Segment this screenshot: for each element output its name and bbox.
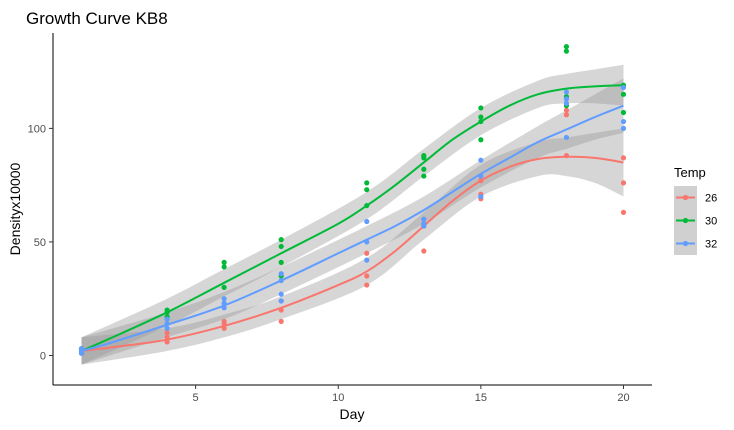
data-point-32 xyxy=(478,173,484,179)
legend-key-point xyxy=(682,217,689,224)
data-point-32 xyxy=(620,84,627,91)
legend: Temp 26 30 32 xyxy=(674,165,717,255)
data-point-26 xyxy=(563,153,570,159)
data-point-26 xyxy=(164,330,170,336)
confidence-band-26 xyxy=(81,128,624,365)
data-point-30 xyxy=(620,91,627,97)
data-point-30 xyxy=(478,118,484,125)
data-point-32 xyxy=(364,257,370,263)
data-point-32 xyxy=(78,346,85,352)
data-point-32 xyxy=(278,298,284,304)
y-axis-ticks: 0 50 100 xyxy=(28,123,53,362)
data-point-26 xyxy=(278,318,284,325)
data-point-26 xyxy=(221,325,227,331)
y-axis-title: Densityx10000 xyxy=(7,162,23,255)
data-point-26 xyxy=(421,248,427,254)
data-point-30 xyxy=(278,259,284,265)
data-point-26 xyxy=(278,307,284,313)
legend-label-32: 32 xyxy=(705,239,717,251)
data-point-32 xyxy=(221,305,227,311)
data-point-32 xyxy=(278,277,284,284)
data-point-30 xyxy=(421,173,427,179)
data-point-30 xyxy=(478,137,484,143)
y-tick-label: 50 xyxy=(34,237,46,249)
data-point-26 xyxy=(164,334,170,340)
y-tick-label: 0 xyxy=(40,350,46,362)
data-point-32 xyxy=(478,193,484,200)
data-points xyxy=(78,44,627,356)
data-point-26 xyxy=(620,209,627,216)
data-point-30 xyxy=(164,307,170,313)
data-point-32 xyxy=(563,134,570,141)
data-point-32 xyxy=(164,321,170,327)
data-point-30 xyxy=(278,237,284,243)
data-point-26 xyxy=(221,318,227,325)
data-point-30 xyxy=(563,48,570,54)
data-point-30 xyxy=(364,180,370,186)
data-point-32 xyxy=(278,291,284,297)
legend-key-point xyxy=(682,194,689,201)
data-point-26 xyxy=(620,155,627,161)
legend-key-point xyxy=(682,240,689,247)
data-point-26 xyxy=(364,273,370,279)
legend-label-30: 30 xyxy=(705,216,717,228)
x-axis-title: Day xyxy=(340,406,365,422)
data-point-32 xyxy=(620,125,627,131)
data-point-32 xyxy=(278,271,284,277)
data-point-32 xyxy=(164,325,170,331)
data-point-30 xyxy=(478,105,484,111)
x-tick-label: 10 xyxy=(332,392,344,404)
y-tick-label: 100 xyxy=(28,123,46,135)
fit-line-26 xyxy=(81,155,624,352)
data-point-32 xyxy=(563,96,570,102)
data-point-32 xyxy=(478,157,484,163)
data-point-32 xyxy=(563,100,570,106)
data-point-30 xyxy=(221,284,227,290)
data-point-26 xyxy=(164,339,170,345)
data-point-30 xyxy=(221,259,227,265)
legend-label-26: 26 xyxy=(705,193,717,205)
x-tick-label: 15 xyxy=(475,392,487,404)
x-axis-ticks: 5 10 15 20 xyxy=(193,385,630,404)
data-point-32 xyxy=(421,216,427,222)
data-point-30 xyxy=(278,243,284,250)
x-tick-label: 20 xyxy=(617,392,629,404)
data-point-26 xyxy=(620,180,627,186)
data-point-26 xyxy=(478,178,484,184)
data-point-26 xyxy=(364,282,370,288)
data-point-32 xyxy=(221,296,227,302)
data-point-32 xyxy=(164,316,170,322)
fit-lines xyxy=(81,84,624,352)
data-point-30 xyxy=(364,187,370,193)
legend-title: Temp xyxy=(674,165,706,180)
data-point-32 xyxy=(563,89,570,95)
data-point-26 xyxy=(563,107,570,113)
data-point-32 xyxy=(620,118,627,125)
fit-line-32 xyxy=(81,104,624,352)
data-point-26 xyxy=(364,250,370,256)
data-point-30 xyxy=(421,153,427,159)
data-point-32 xyxy=(221,300,227,306)
data-point-30 xyxy=(364,202,370,209)
data-point-32 xyxy=(364,239,370,245)
data-point-30 xyxy=(421,166,427,172)
x-tick-label: 5 xyxy=(193,392,199,404)
data-point-32 xyxy=(421,221,427,227)
chart-title: Growth Curve KB8 xyxy=(26,9,168,28)
data-point-30 xyxy=(563,44,570,50)
data-point-32 xyxy=(364,218,370,225)
fit-line-30 xyxy=(81,84,624,352)
data-point-30 xyxy=(478,114,484,120)
data-point-30 xyxy=(620,109,627,116)
data-point-30 xyxy=(221,264,227,270)
data-point-26 xyxy=(563,112,570,118)
